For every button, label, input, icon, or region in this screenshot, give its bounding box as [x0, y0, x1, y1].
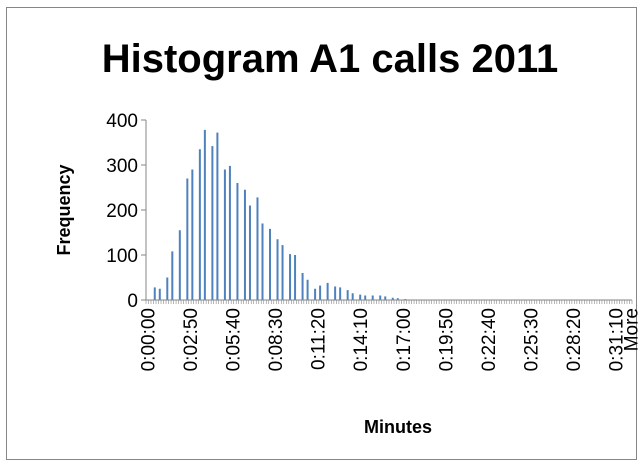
x-tick-label: 0:31:10 [607, 308, 628, 371]
x-tick-label: 0:08:30 [266, 308, 287, 371]
x-tick-label: 0:14:10 [351, 308, 372, 371]
bar [166, 277, 169, 300]
bar [364, 295, 367, 300]
bar [339, 287, 342, 300]
bar [276, 239, 279, 300]
y-tick-label: 100 [106, 246, 138, 267]
bar [248, 205, 251, 300]
x-tick-label: 0:25:30 [522, 308, 543, 371]
bar [281, 245, 284, 300]
bar [334, 286, 337, 300]
bar [396, 298, 399, 300]
bar [314, 288, 317, 300]
y-tick-label: 300 [106, 156, 138, 177]
bar [269, 228, 272, 300]
y-tick-label: 400 [106, 111, 138, 132]
bar [351, 293, 354, 300]
bar [216, 132, 219, 300]
bar [391, 297, 394, 300]
bar [211, 146, 214, 300]
y-tick-label: 0 [127, 291, 138, 312]
bar [171, 251, 174, 300]
bar [379, 295, 382, 300]
bar [319, 285, 322, 300]
bar [306, 279, 309, 300]
chart-frame [6, 7, 637, 460]
x-tick-label: 0:00:00 [138, 308, 159, 371]
bar [178, 230, 181, 300]
x-tick-label: 0:17:00 [394, 308, 415, 371]
x-tick-label: More [622, 308, 643, 351]
bar [326, 282, 329, 300]
x-tick-label: 0:11:20 [309, 308, 330, 370]
x-tick-label: 0:28:20 [564, 308, 585, 371]
bar [223, 169, 226, 300]
y-tick-label: 200 [106, 201, 138, 222]
bar [198, 149, 201, 300]
x-axis-title: Minutes [364, 417, 432, 437]
x-tick-label: 0:05:40 [223, 308, 244, 371]
bar [301, 273, 304, 300]
x-tick-label: 0:02:50 [181, 308, 202, 371]
x-tick-label: 0:22:40 [479, 308, 500, 371]
bar [346, 290, 349, 300]
bar [153, 287, 156, 300]
bar [294, 255, 297, 300]
bar [158, 288, 161, 300]
y-axis-title: Frequency [54, 164, 74, 255]
bar [371, 295, 374, 300]
bar [203, 129, 206, 300]
bar [228, 165, 231, 300]
bar [243, 189, 246, 300]
bar [236, 183, 239, 300]
x-tick-label: 0:19:50 [436, 308, 457, 371]
bar [256, 197, 259, 300]
bar [191, 169, 194, 300]
bar [289, 254, 292, 300]
bar [359, 294, 362, 300]
bar [384, 296, 387, 300]
chart-title: Histogram A1 calls 2011 [102, 37, 559, 81]
bar [186, 178, 189, 300]
bar [261, 223, 264, 300]
